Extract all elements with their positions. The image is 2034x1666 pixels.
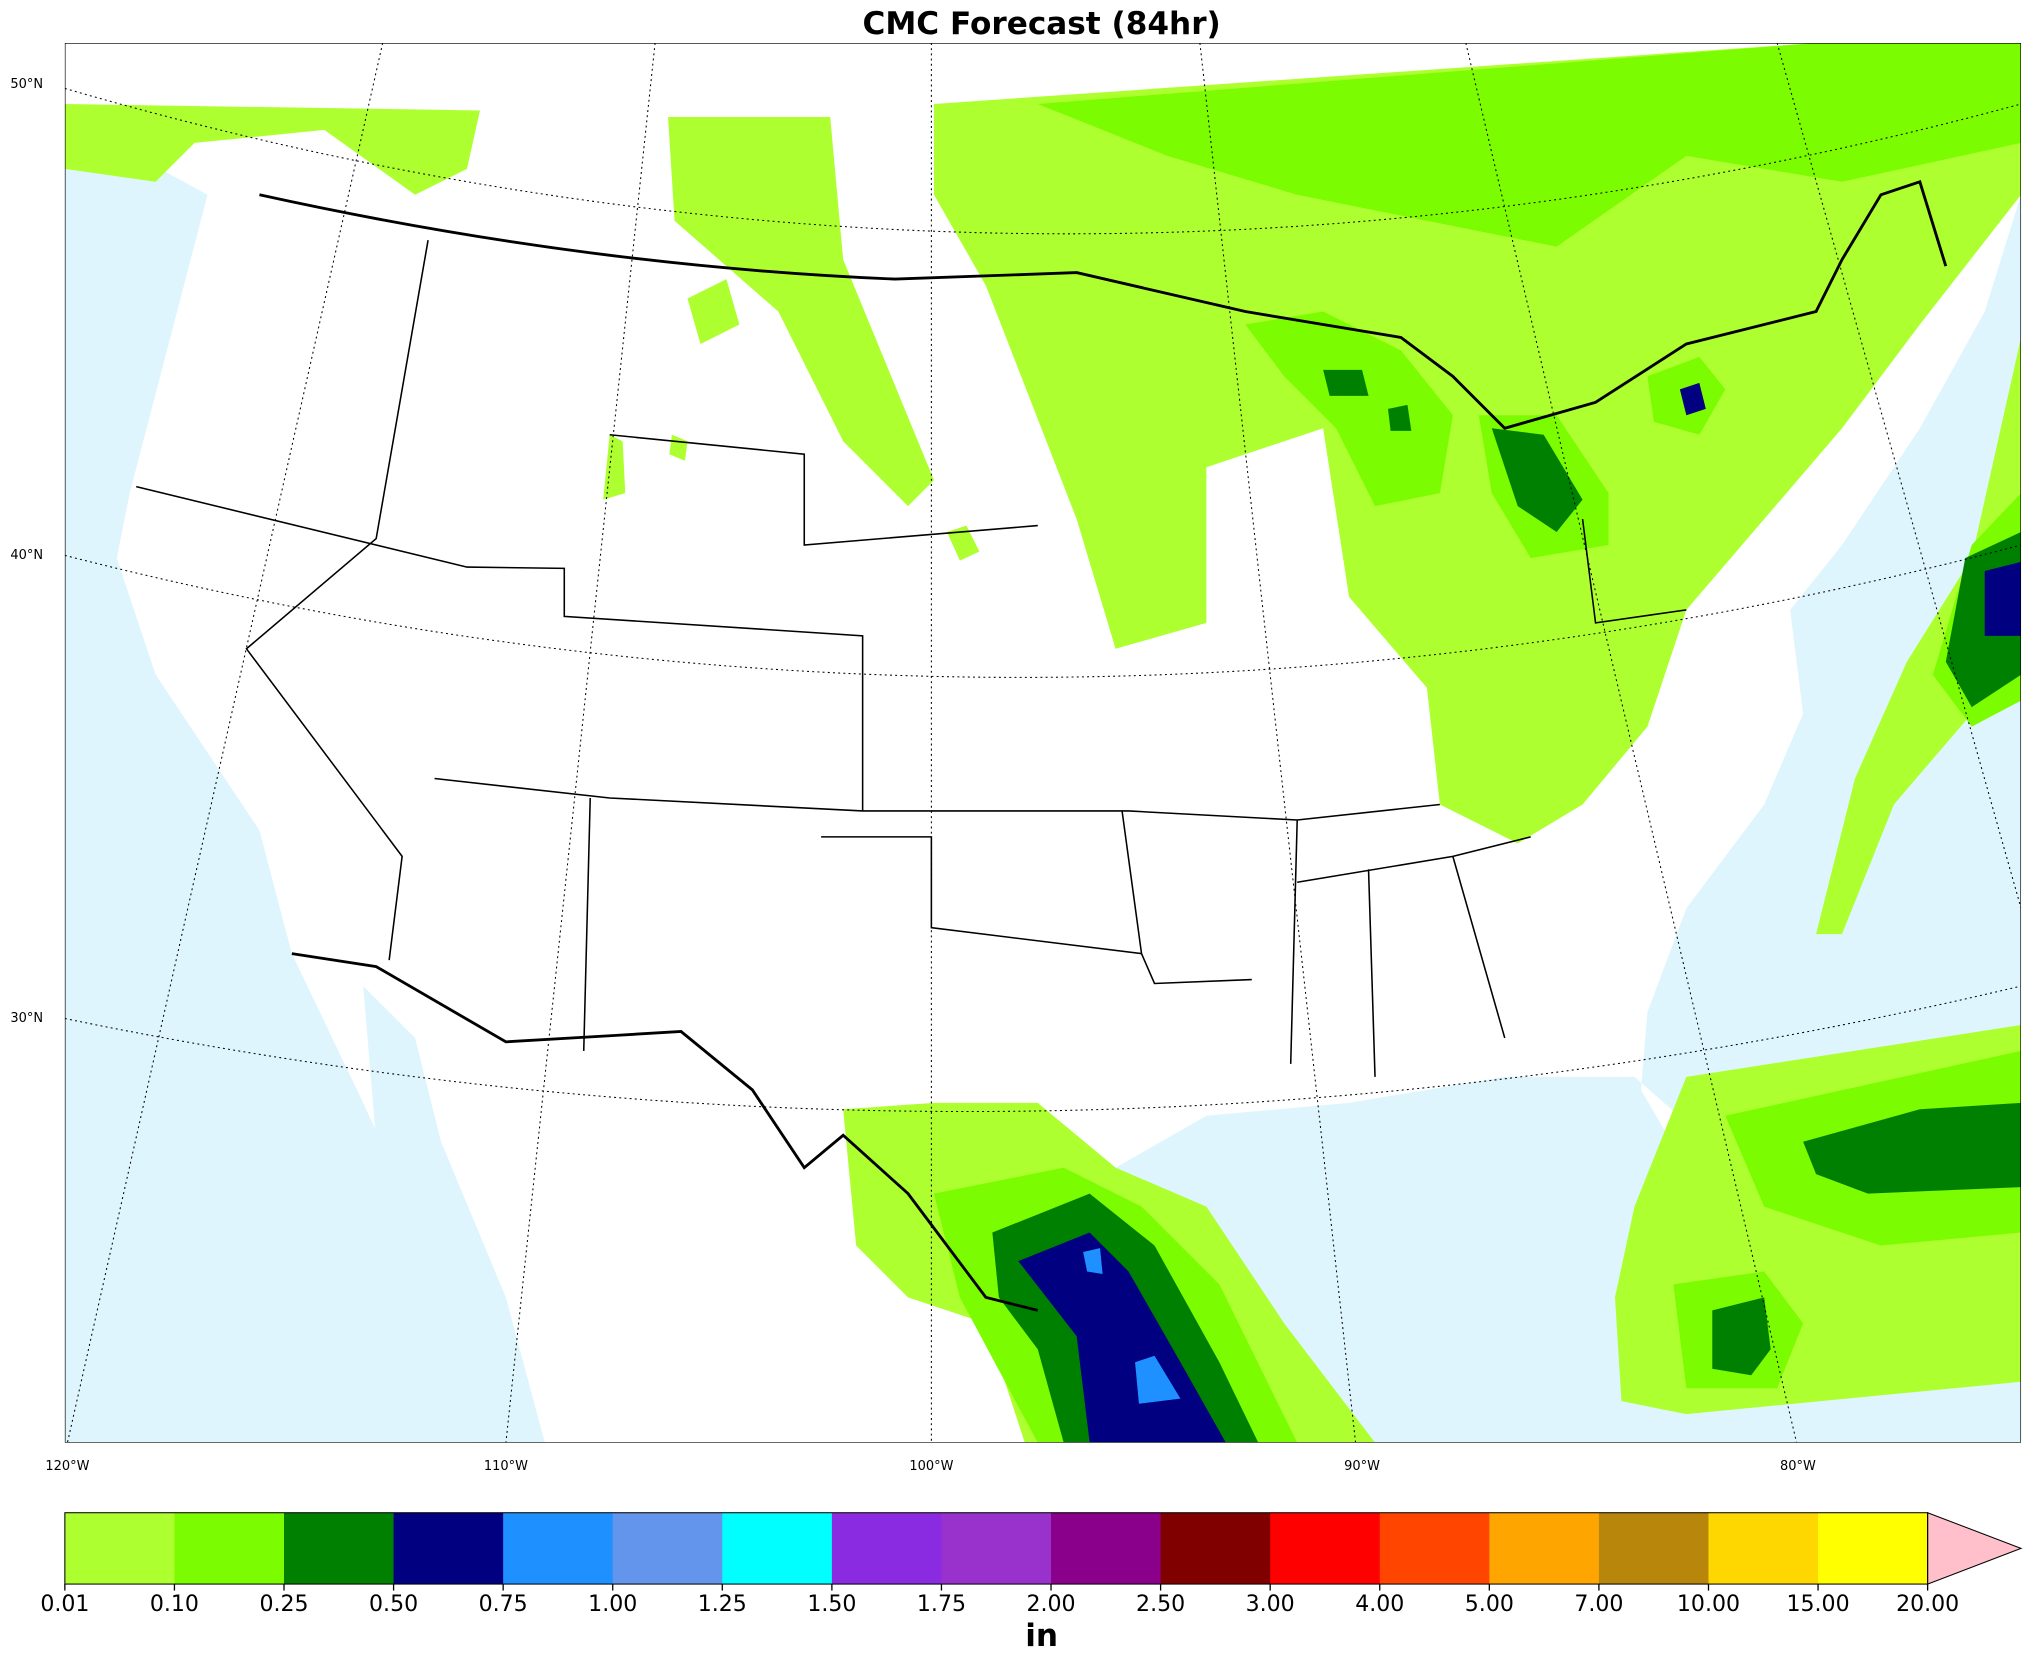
- precip-area: [1712, 1102, 2022, 1376]
- colorbar-bin: [284, 1512, 395, 1585]
- colorbar-tick-label: 0.10: [150, 1592, 199, 1617]
- colorbar-frame: [64, 1512, 1929, 1585]
- colorbar-tick-label: 20.00: [1896, 1592, 1959, 1617]
- colorbar-tick-label: 1.75: [917, 1592, 966, 1617]
- precip-area: [1984, 561, 2022, 636]
- colorbar-bin: [64, 1512, 176, 1585]
- lat-label: 30°N: [10, 1011, 43, 1026]
- precip-area: [1083, 1248, 1181, 1404]
- country-border: [291, 952, 1039, 1312]
- colorbar-tick-label: 1.25: [698, 1592, 747, 1617]
- colorbar-tick-label: 7.00: [1574, 1592, 1623, 1617]
- precip-area: [1491, 428, 1583, 533]
- lon-label: 90°W: [1344, 1459, 1380, 1474]
- lon-label: 100°W: [909, 1459, 953, 1474]
- colorbar-unit: in: [1025, 1618, 1058, 1654]
- colorbar-extension: [1927, 1511, 2023, 1585]
- colorbar-tick-label: 0.25: [259, 1592, 308, 1617]
- precip-area: [933, 43, 2022, 844]
- lon-label: 80°W: [1780, 1459, 1816, 1474]
- colorbar-bin: [831, 1512, 943, 1585]
- lon-label: 110°W: [484, 1459, 528, 1474]
- colorbar-bin: [1818, 1512, 1929, 1585]
- colorbar-tick-label: 3.00: [1246, 1592, 1295, 1617]
- state-borders: [136, 240, 1687, 1077]
- colorbar-tick-label: 0.01: [40, 1592, 89, 1617]
- map: [64, 43, 2022, 1443]
- colorbar-tick-label: 2.00: [1026, 1592, 1075, 1617]
- colorbar-bin: [722, 1512, 833, 1585]
- graticule: [64, 43, 2022, 1443]
- colorbar: 0.01 0.10 0.25 0.50 0.75 1.00 1.25 1.50 1.75 2.00…: [40, 1511, 2023, 1617]
- precip-area: [1323, 369, 1412, 431]
- gulf-of-california: [363, 986, 545, 1443]
- lat-label: 40°N: [10, 548, 43, 563]
- precip-area: [1037, 43, 2022, 247]
- colorbar-bin: [1489, 1512, 1600, 1585]
- colorbar-tick-label: 10.00: [1677, 1592, 1740, 1617]
- colorbar-tick-label: 15.00: [1786, 1592, 1849, 1617]
- colorbar-bin: [503, 1512, 614, 1585]
- lat-label: 50°N: [10, 77, 43, 92]
- colorbar-tick-label: 1.00: [588, 1592, 637, 1617]
- colorbar-tick-label: 1.50: [807, 1592, 856, 1617]
- precip-area: [668, 116, 934, 507]
- precip-area: [64, 103, 480, 195]
- precip-area: [1245, 311, 1453, 507]
- colorbar-bin: [1051, 1512, 1162, 1585]
- colorbar-bin: [174, 1512, 285, 1585]
- precip-area: [1816, 337, 2022, 935]
- colorbar-tick-label: 2.50: [1136, 1592, 1185, 1617]
- colorbar-bin: [1598, 1512, 1710, 1585]
- colorbar-tick-label: 0.50: [369, 1592, 418, 1617]
- precip-area: [1679, 382, 1706, 416]
- colorbar-tick-label: 5.00: [1465, 1592, 1514, 1617]
- colorbar-bin: [1160, 1512, 1271, 1585]
- colorbar-bin: [1379, 1512, 1490, 1585]
- colorbar-bin: [1708, 1512, 1819, 1585]
- country-border: [259, 179, 1948, 430]
- colorbar-bin: [393, 1512, 504, 1585]
- title: CMC Forecast (84hr): [862, 6, 1220, 42]
- lon-label: 120°W: [45, 1459, 89, 1474]
- colorbar-bin: [1270, 1512, 1381, 1585]
- colorbar-tick-label: 4.00: [1355, 1592, 1404, 1617]
- colorbar-tick-label: 0.75: [479, 1592, 528, 1617]
- colorbar-bin: [612, 1512, 723, 1585]
- colorbar-bin: [941, 1512, 1052, 1585]
